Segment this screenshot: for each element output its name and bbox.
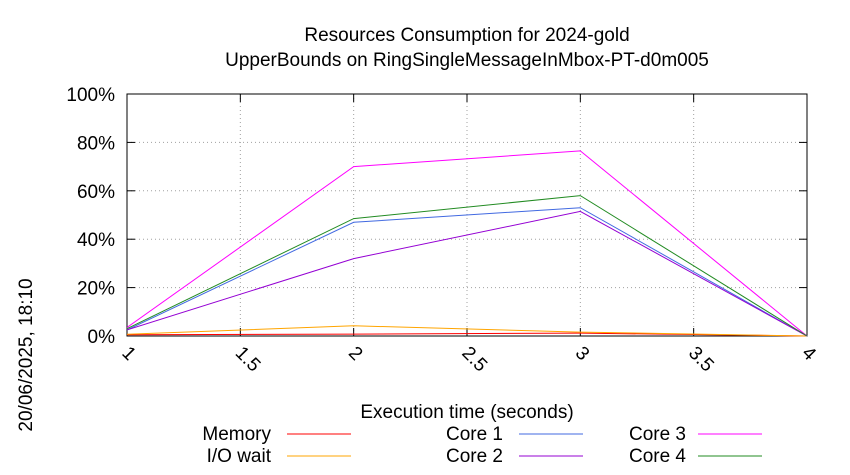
series-line-core-3 (126, 150, 808, 337)
legend-label: Core 3 (629, 424, 686, 445)
y-tick-label: 0% (88, 327, 116, 348)
y-axis-ticks: 0% 20% 40% 60% 80% 100% (66, 85, 807, 348)
y-tick-label: 60% (77, 182, 115, 203)
x-tick-label: 3.5 (684, 343, 718, 377)
x-tick-label: 1.5 (231, 343, 265, 377)
y-tick-label: 40% (77, 230, 115, 251)
series-lines (126, 150, 808, 337)
x-axis-label: Execution time (seconds) (360, 402, 573, 423)
legend-label: I/O wait (207, 446, 272, 467)
chart-title: Resources Consumption for 2024-gold (304, 25, 629, 46)
y-tick-label: 20% (77, 279, 115, 300)
x-tick-label: 1 (117, 343, 139, 365)
y-tick-label: 100% (66, 85, 115, 106)
timestamp-label: 20/06/2025, 18:10 (16, 278, 37, 431)
series-line-i-o-wait (126, 325, 808, 337)
series-line-core-1 (126, 207, 808, 337)
legend-label: Memory (202, 424, 271, 445)
x-tick-label: 4 (797, 343, 820, 366)
y-tick-label: 80% (77, 133, 115, 154)
series-line-core-4 (126, 195, 808, 337)
x-tick-label: 2.5 (457, 343, 491, 377)
legend-label: Core 1 (446, 424, 503, 445)
x-tick-label: 2 (344, 343, 366, 365)
chart-subtitle: UpperBounds on RingSingleMessageInMbox-P… (225, 50, 709, 71)
series-line-core-2 (126, 210, 808, 337)
x-tick-label: 3 (571, 343, 593, 365)
legend-label: Core 2 (446, 446, 503, 467)
legend-label: Core 4 (629, 446, 686, 467)
